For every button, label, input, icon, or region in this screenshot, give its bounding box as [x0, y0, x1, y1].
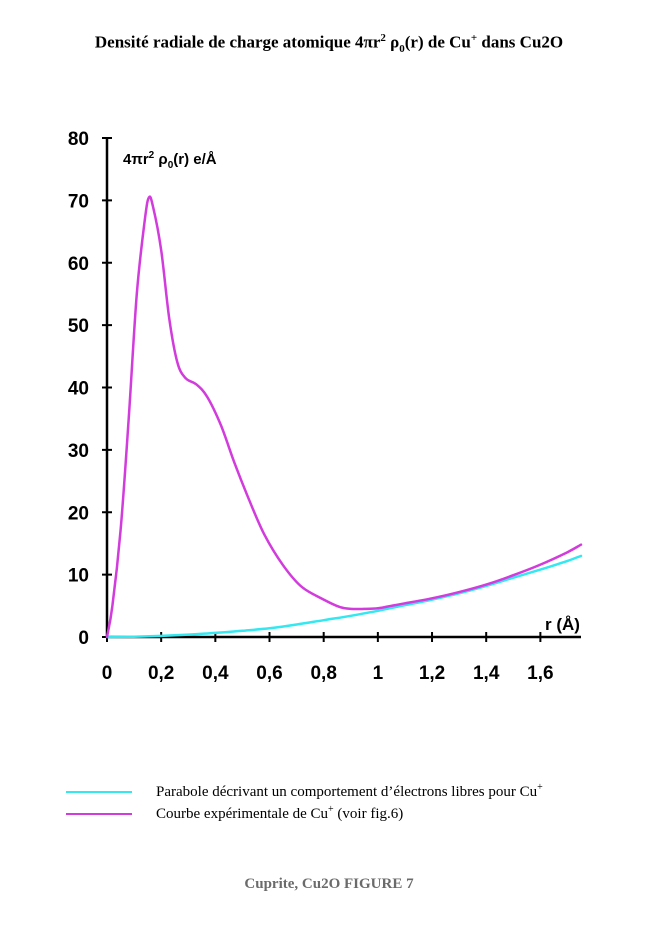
legend-swatch-parabola	[66, 791, 132, 793]
y-tick-label: 70	[68, 191, 89, 212]
x-tick-label: 1,4	[473, 663, 500, 684]
axes	[105, 138, 581, 639]
y-tick-label: 10	[68, 566, 89, 587]
y-tick-label: 0	[78, 628, 89, 649]
x-tick-label: 0,2	[148, 663, 174, 684]
y-tick-label: 20	[68, 503, 89, 524]
x-tick-label: 1,6	[527, 663, 553, 684]
x-tick-label: 0	[102, 663, 113, 684]
ticks: 0 0,2 0,4 0,6 0,8 1 1,2 1,4 1,6 0 10 20 30 40 50 60 70 80	[68, 129, 554, 684]
legend-swatch-experimental	[66, 813, 132, 815]
y-axis-label: 4πr2 ρ0(r) e/Å	[123, 150, 217, 171]
y-tick-label: 60	[68, 254, 89, 275]
x-tick-label: 0,4	[202, 663, 229, 684]
y-tick-label: 30	[68, 441, 89, 462]
y-tick-label: 40	[68, 379, 89, 400]
chart-title: Densité radiale de charge atomique 4πr2 …	[94, 32, 564, 56]
series-experimental	[105, 195, 583, 639]
legend-label-experimental: Courbe expérimentale de Cu+ (voir fig.6)	[156, 804, 404, 822]
legend-label-parabola: Parabole décrivant un comportement d’éle…	[156, 782, 543, 800]
x-tick-label: 1,2	[419, 663, 445, 684]
x-axis-label: r (Å)	[545, 615, 580, 634]
series-parabola	[105, 554, 583, 639]
x-tick-label: 0,8	[310, 663, 336, 684]
x-tick-label: 0,6	[256, 663, 282, 684]
y-tick-label: 80	[68, 129, 89, 150]
y-tick-label: 50	[68, 316, 89, 337]
x-tick-label: 1	[373, 663, 384, 684]
series-layer	[105, 195, 583, 639]
figure-caption: Cuprite, Cu2O FIGURE 7	[244, 876, 414, 892]
radial-density-chart: 0 0,2 0,4 0,6 0,8 1 1,2 1,4 1,6 0 10 20 30 40 50 60 70 80…	[68, 129, 583, 684]
